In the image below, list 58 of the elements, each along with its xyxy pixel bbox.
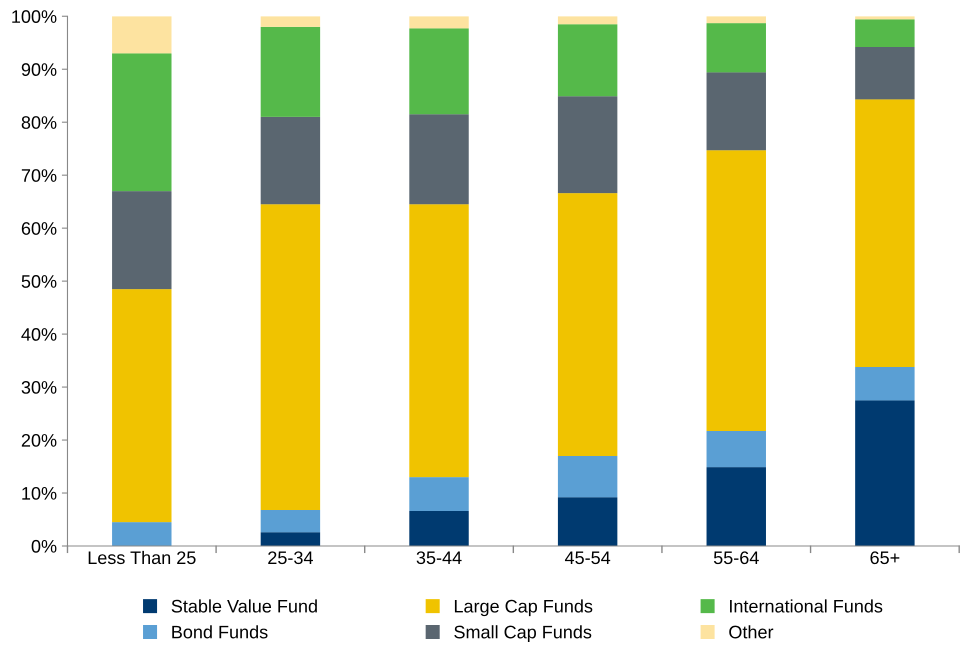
bar [409,16,469,28]
bar [706,72,766,150]
x-tick-label: 55-64 [714,551,759,564]
bar [112,191,172,290]
bar [112,53,172,192]
bar [260,532,320,546]
legend-label: Small Cap Funds [454,625,592,642]
bar [706,467,766,546]
x-tick-label: 45-54 [564,552,610,564]
bar [558,456,618,498]
bar [558,497,618,546]
bar [558,96,618,194]
legend-label: Stable Value Fund [172,599,317,613]
bar [706,23,766,72]
bar [558,16,618,24]
bar [558,193,618,456]
bar [112,289,172,522]
bar [260,204,320,510]
y-tick-label: 70% [22,169,56,182]
bar [558,24,618,96]
legend-label: International Funds [730,599,882,613]
y-tick-label: 0% [32,540,56,553]
bar [260,16,320,27]
x-tick-label: 65+ [870,551,900,564]
legend-label: Large Cap Funds [454,599,592,616]
y-tick-label: 80% [22,116,56,129]
bar [409,114,469,204]
y-tick-label: 40% [21,328,56,341]
bar [112,16,172,54]
bar [706,16,766,24]
y-tick-label: 20% [22,434,56,447]
x-tick-label: 35-44 [416,551,462,564]
bar [855,46,915,100]
bar [112,522,172,546]
x-tick-label: 25-34 [268,551,313,564]
y-tick-label: 10% [22,486,56,500]
bar [409,204,469,478]
y-tick-label: 30% [22,381,56,394]
bar [409,477,469,512]
bar [409,28,469,114]
bar [260,116,320,204]
bar [260,26,320,117]
bar [706,431,766,468]
bar [855,16,915,20]
bar [855,366,915,400]
bar [260,510,320,532]
y-tick-label: 90% [22,63,56,76]
bar [409,511,469,546]
y-tick-label: 60% [22,222,56,235]
legend-label: Other [729,625,774,638]
x-tick-label: Less Than 25 [88,550,196,564]
bar [855,99,915,367]
y-tick-label: 50% [22,275,56,288]
bar [706,150,766,432]
y-tick-label: 100% [12,10,56,23]
bar [855,400,915,546]
bar [855,19,915,47]
legend-label: Bond Funds [172,625,268,638]
